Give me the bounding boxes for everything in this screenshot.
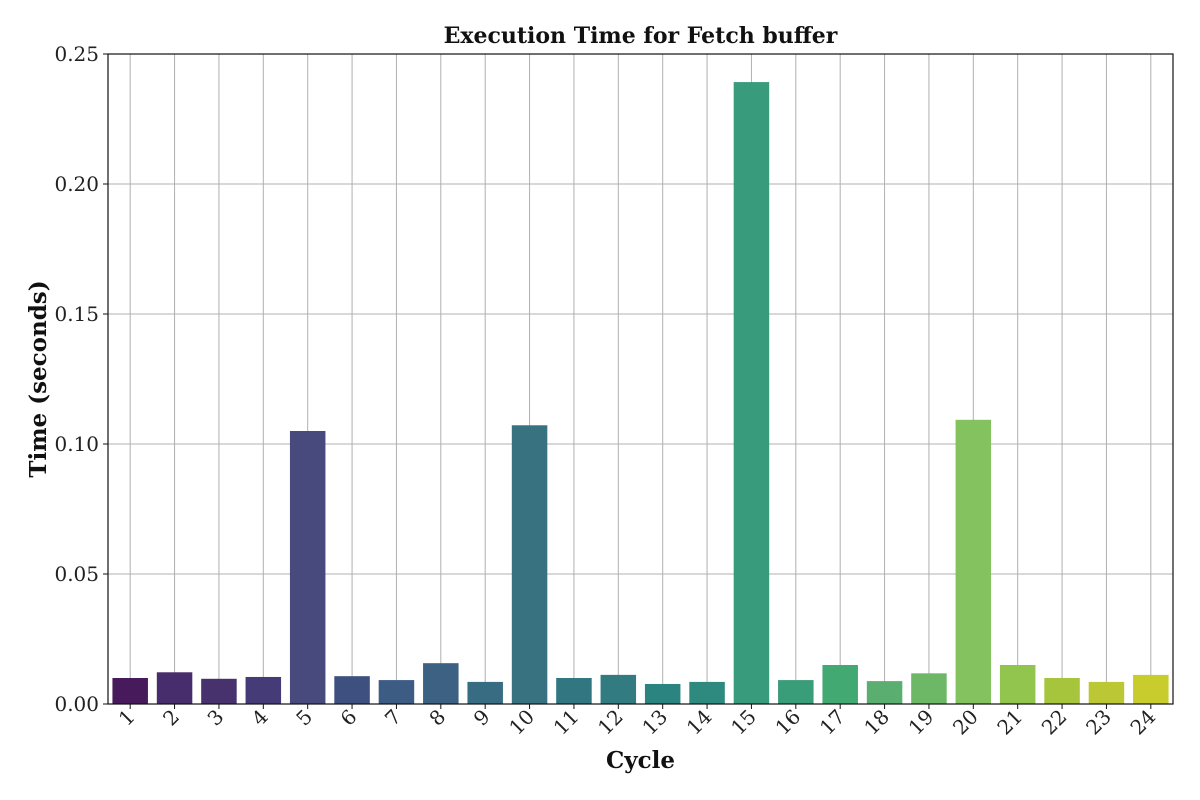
bar-cycle-18	[866, 681, 903, 704]
y-tick-label: 0.05	[54, 562, 99, 586]
y-axis-label: Time (seconds)	[25, 280, 52, 477]
bar-cycle-14	[689, 681, 725, 704]
x-tick-label: 1	[114, 705, 140, 731]
x-tick-label: 19	[904, 705, 939, 740]
y-tick-labels: 0.00 0.05 0.10 0.15 0.20 0.25	[54, 42, 108, 716]
y-tick-label: 0.10	[54, 432, 99, 456]
bar-cycle-10	[511, 425, 548, 704]
x-tick-label: 6	[336, 705, 362, 731]
x-tick-label: 23	[1081, 705, 1116, 740]
x-tick-label: 16	[770, 705, 805, 740]
x-tick-label: 8	[424, 705, 450, 731]
x-tick-label: 4	[247, 705, 273, 731]
x-tick-label: 13	[637, 705, 672, 740]
bars	[112, 82, 1169, 704]
x-tick-label: 17	[815, 705, 850, 740]
x-tick-label: 22	[1037, 705, 1072, 740]
bar-cycle-1	[112, 678, 148, 704]
x-tick-label: 24	[1125, 705, 1160, 740]
bar-cycle-5	[289, 431, 326, 704]
x-tick-label: 14	[682, 705, 717, 740]
x-tick-label: 10	[504, 705, 539, 740]
bar-cycle-9	[467, 681, 503, 704]
bar-cycle-4	[245, 676, 282, 704]
grid-lines	[108, 53, 1173, 705]
x-axis-label: Cycle	[606, 747, 675, 774]
chart-title: Execution Time for Fetch buffer	[444, 23, 838, 49]
bar-cycle-22	[1044, 678, 1080, 704]
bar-cycle-6	[334, 676, 370, 704]
bar-cycle-7	[378, 680, 415, 704]
x-tick-label: 9	[469, 705, 495, 731]
bar-cycle-24	[1133, 674, 1169, 704]
x-tick-label: 15	[726, 705, 761, 740]
bar-cycle-3	[201, 678, 237, 704]
x-tick-label: 3	[202, 705, 228, 731]
x-tick-label: 12	[593, 705, 628, 740]
x-tick-label: 21	[992, 705, 1027, 740]
plot-frame	[107, 53, 1174, 705]
y-tick-label: 0.25	[54, 42, 99, 66]
bar-cycle-19	[911, 673, 947, 704]
x-tick-label: 5	[291, 705, 317, 731]
y-tick-label: 0.20	[54, 172, 99, 196]
y-tick-label: 0.00	[54, 692, 99, 716]
x-tick-label: 11	[549, 705, 584, 740]
bar-cycle-17	[822, 665, 858, 704]
bar-cycle-8	[423, 663, 459, 704]
x-tick-labels: 1 2 3 4 5 6 7 8 9 10 11 12 13 14 15 16 17 18 19 20 21 22 23 24	[114, 704, 1160, 740]
bar-cycle-11	[556, 678, 592, 704]
x-tick-label: 18	[859, 705, 894, 740]
bar-cycle-12	[600, 674, 637, 704]
bar-cycle-21	[999, 665, 1036, 704]
x-tick-label: 2	[158, 705, 184, 731]
x-tick-label: 7	[380, 705, 406, 731]
bar-cycle-15	[733, 82, 770, 704]
bar-cycle-13	[644, 683, 681, 704]
y-tick-label: 0.15	[54, 302, 99, 326]
bar-cycle-23	[1088, 681, 1125, 704]
bar-cycle-2	[156, 672, 193, 704]
bar-cycle-20	[955, 419, 992, 704]
bar-cycle-16	[778, 680, 814, 704]
x-tick-label: 20	[948, 705, 983, 740]
